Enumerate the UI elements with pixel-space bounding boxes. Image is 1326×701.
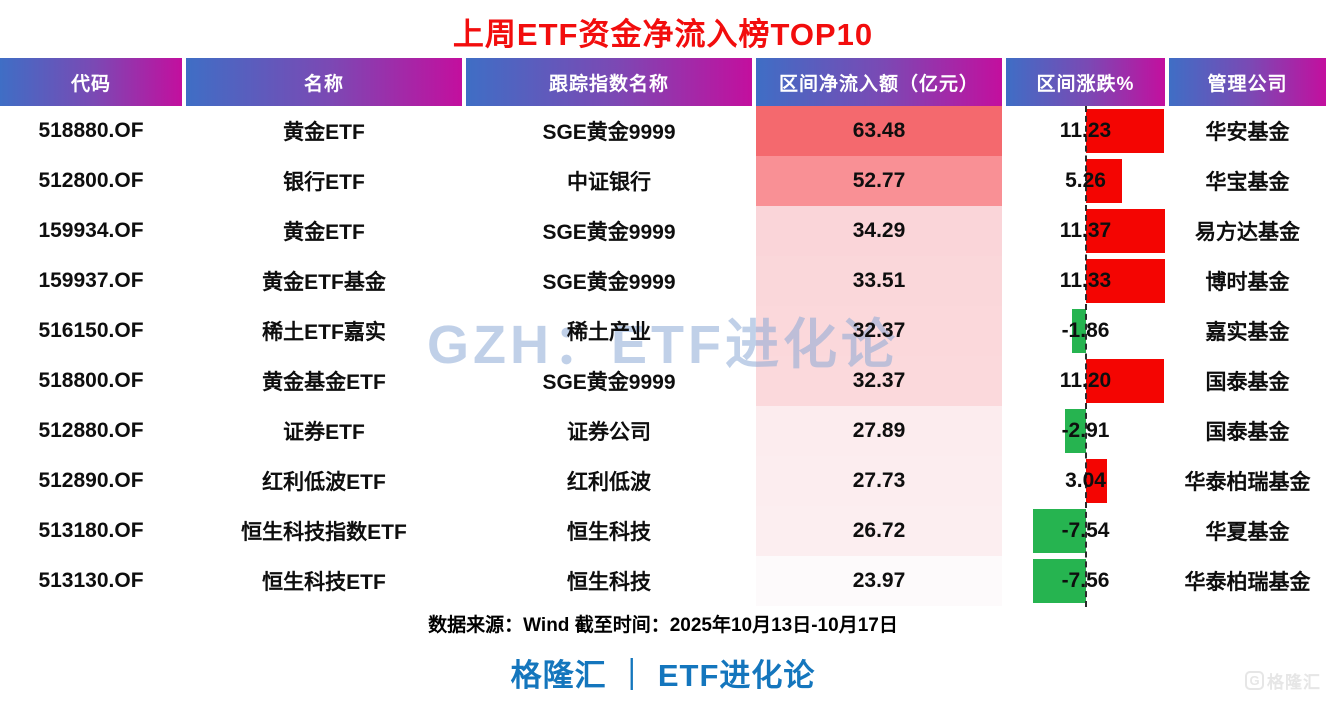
cell-netflow: 23.97 bbox=[756, 556, 1002, 606]
cell-change: 11.20 bbox=[1006, 356, 1165, 406]
cell-netflow: 33.51 bbox=[756, 256, 1002, 306]
change-data-bar bbox=[1085, 459, 1107, 503]
cell-code: 159934.OF bbox=[38, 219, 144, 242]
etf-table: 代码 名称 跟踪指数名称 区间净流入额（亿元） 区间涨跌% 管理公司 51888… bbox=[0, 58, 1326, 607]
cell-index: 红利低波 bbox=[567, 471, 651, 494]
table-row: 518800.OF 黄金基金ETF SGE黄金9999 32.37 11.20 … bbox=[0, 356, 1326, 406]
table-row: 513180.OF 恒生科技指数ETF 恒生科技 26.72 -7.54 华夏基… bbox=[0, 506, 1326, 556]
cell-index: SGE黄金9999 bbox=[542, 121, 676, 144]
cell-name: 稀土ETF嘉实 bbox=[262, 321, 386, 344]
cell-change: -7.56 bbox=[1006, 556, 1165, 606]
brand-footer: 格隆汇 ｜ ETF进化论 bbox=[510, 658, 816, 693]
cell-index: SGE黄金9999 bbox=[542, 371, 676, 394]
table-body: 518880.OF 黄金ETF SGE黄金9999 63.48 11.23 华安… bbox=[0, 106, 1326, 606]
cell-netflow: 52.77 bbox=[756, 156, 1002, 206]
cell-name: 红利低波ETF bbox=[262, 471, 386, 494]
cell-code: 516150.OF bbox=[38, 319, 144, 342]
cell-change: 3.04 bbox=[1006, 456, 1165, 506]
cell-code: 513130.OF bbox=[38, 569, 144, 592]
cell-name: 黄金ETF bbox=[283, 121, 365, 144]
cell-name: 银行ETF bbox=[283, 171, 365, 194]
change-data-bar bbox=[1085, 159, 1123, 203]
cell-manager: 国泰基金 bbox=[1205, 421, 1290, 444]
cell-index: 恒生科技 bbox=[567, 521, 651, 544]
data-source-note: 数据来源：Wind 截至时间：2025年10月13日-10月17日 bbox=[428, 615, 898, 636]
table-row: 518880.OF 黄金ETF SGE黄金9999 63.48 11.23 华安… bbox=[0, 106, 1326, 156]
cell-name: 黄金基金ETF bbox=[262, 371, 386, 394]
cell-netflow: 27.89 bbox=[756, 406, 1002, 456]
gelonghui-logo: G 格隆汇 bbox=[1245, 668, 1321, 693]
cell-change: -7.54 bbox=[1006, 506, 1165, 556]
col-header-index: 跟踪指数名称 bbox=[466, 58, 752, 106]
cell-code: 512800.OF bbox=[38, 169, 144, 192]
cell-code: 513180.OF bbox=[38, 519, 144, 542]
cell-name: 黄金ETF基金 bbox=[262, 271, 386, 294]
gelonghui-logo-icon: G bbox=[1245, 671, 1264, 690]
cell-netflow: 32.37 bbox=[756, 306, 1002, 356]
page-title: 上周ETF资金净流入榜TOP10 bbox=[452, 17, 874, 52]
col-header-code: 代码 bbox=[0, 58, 182, 106]
change-data-bar bbox=[1032, 559, 1086, 603]
cell-manager: 博时基金 bbox=[1205, 271, 1290, 294]
cell-change: 11.37 bbox=[1006, 206, 1166, 256]
zero-axis-dashed-line bbox=[1085, 106, 1087, 607]
cell-code: 518800.OF bbox=[38, 369, 144, 392]
cell-name: 证券ETF bbox=[283, 421, 365, 444]
cell-code: 512880.OF bbox=[38, 419, 144, 442]
col-header-change: 区间涨跌% bbox=[1006, 58, 1165, 106]
cell-manager: 华泰柏瑞基金 bbox=[1184, 571, 1311, 594]
cell-manager: 华泰柏瑞基金 bbox=[1184, 471, 1311, 494]
cell-manager: 华宝基金 bbox=[1205, 171, 1290, 194]
cell-netflow: 27.73 bbox=[756, 456, 1002, 506]
change-data-bar bbox=[1085, 259, 1165, 303]
cell-netflow: 63.48 bbox=[756, 106, 1002, 156]
col-header-manager: 管理公司 bbox=[1169, 58, 1326, 106]
cell-code: 159937.OF bbox=[38, 269, 144, 292]
table-row: 512890.OF 红利低波ETF 红利低波 27.73 3.04 华泰柏瑞基金 bbox=[0, 456, 1326, 506]
gelonghui-logo-text: 格隆汇 bbox=[1267, 673, 1321, 692]
cell-netflow: 32.37 bbox=[756, 356, 1002, 406]
cell-change: 5.26 bbox=[1006, 156, 1165, 206]
cell-manager: 嘉实基金 bbox=[1205, 321, 1290, 344]
cell-change: 11.33 bbox=[1006, 256, 1165, 306]
cell-index: 证券公司 bbox=[567, 421, 651, 444]
table-row: 512800.OF 银行ETF 中证银行 52.77 5.26 华宝基金 bbox=[0, 156, 1326, 206]
cell-index: 稀土产业 bbox=[567, 321, 651, 344]
cell-manager: 国泰基金 bbox=[1205, 371, 1290, 394]
cell-manager: 易方达基金 bbox=[1195, 221, 1300, 244]
cell-change: -2.91 bbox=[1006, 406, 1165, 456]
cell-name: 恒生科技ETF bbox=[262, 571, 386, 594]
cell-name: 黄金ETF bbox=[283, 221, 365, 244]
cell-change: 11.23 bbox=[1006, 106, 1165, 156]
cell-index: 中证银行 bbox=[567, 171, 651, 194]
change-data-bar bbox=[1085, 359, 1164, 403]
cell-change: -1.86 bbox=[1006, 306, 1165, 356]
cell-netflow: 26.72 bbox=[756, 506, 1002, 556]
cell-code: 518880.OF bbox=[38, 119, 144, 142]
table-row: 512880.OF 证券ETF 证券公司 27.89 -2.91 国泰基金 bbox=[0, 406, 1326, 456]
cell-index: 恒生科技 bbox=[567, 571, 651, 594]
cell-code: 512890.OF bbox=[38, 469, 144, 492]
change-data-bar bbox=[1072, 309, 1086, 353]
table-row: 513130.OF 恒生科技ETF 恒生科技 23.97 -7.56 华泰柏瑞基… bbox=[0, 556, 1326, 606]
change-data-bar bbox=[1085, 209, 1166, 253]
cell-manager: 华夏基金 bbox=[1205, 521, 1290, 544]
cell-netflow: 34.29 bbox=[756, 206, 1002, 256]
table-row: 159934.OF 黄金ETF SGE黄金9999 34.29 11.37 易方… bbox=[0, 206, 1326, 256]
cell-index: SGE黄金9999 bbox=[542, 271, 676, 294]
cell-name: 恒生科技指数ETF bbox=[241, 521, 407, 544]
change-data-bar bbox=[1065, 409, 1086, 453]
col-header-netflow: 区间净流入额（亿元） bbox=[756, 58, 1002, 106]
col-header-name: 名称 bbox=[186, 58, 462, 106]
table-header: 代码 名称 跟踪指数名称 区间净流入额（亿元） 区间涨跌% 管理公司 bbox=[0, 58, 1326, 106]
change-data-bar bbox=[1085, 109, 1165, 153]
table-row: 516150.OF 稀土ETF嘉实 稀土产业 32.37 -1.86 嘉实基金 bbox=[0, 306, 1326, 356]
change-data-bar bbox=[1032, 509, 1086, 553]
cell-index: SGE黄金9999 bbox=[542, 221, 676, 244]
cell-manager: 华安基金 bbox=[1205, 121, 1290, 144]
table-row: 159937.OF 黄金ETF基金 SGE黄金9999 33.51 11.33 … bbox=[0, 256, 1326, 306]
